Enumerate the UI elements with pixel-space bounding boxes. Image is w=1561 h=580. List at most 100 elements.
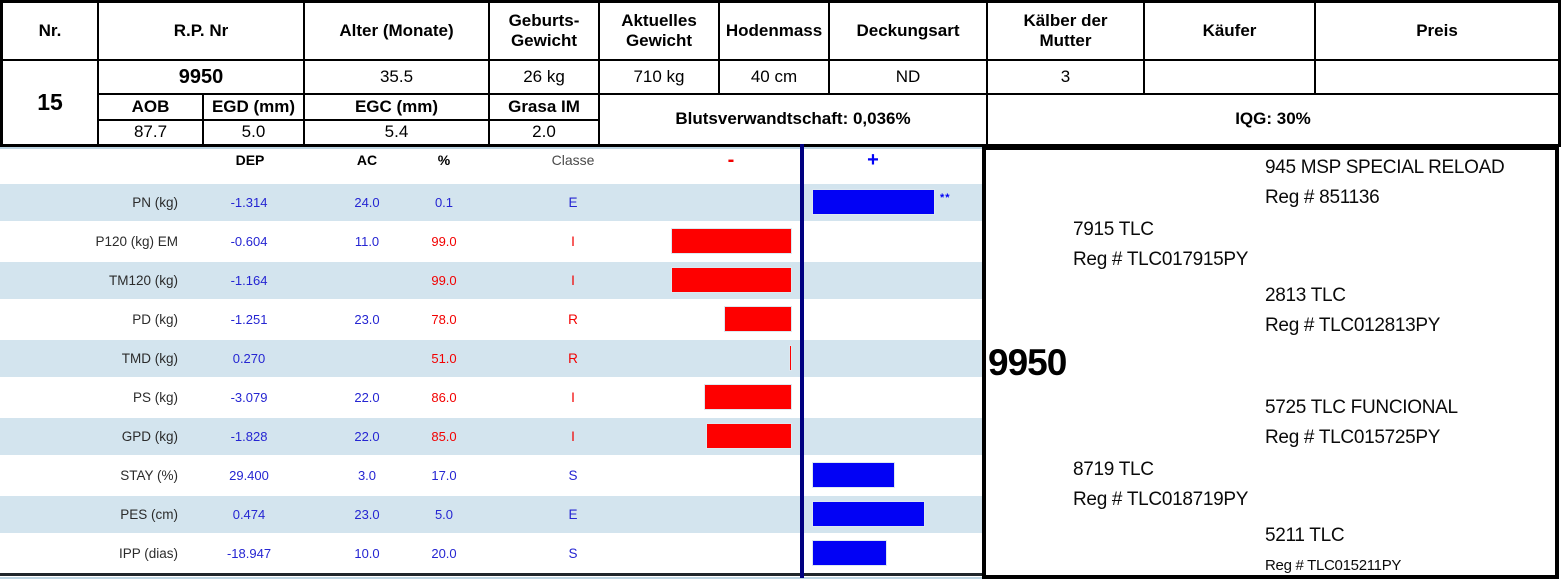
epd-row-label: PD (kg) <box>132 312 178 327</box>
pedigree-animal-name: 945 MSP SPECIAL RELOAD <box>1265 157 1505 178</box>
epd-ac-value: 23.0 <box>354 312 380 327</box>
value-kaeufer-empty <box>1145 61 1314 93</box>
epd-pct-value: 99.0 <box>431 273 457 288</box>
epd-dep-value: -3.079 <box>230 390 268 405</box>
epd-ac-value: 3.0 <box>357 468 377 483</box>
epd-row-label: PN (kg) <box>132 195 178 210</box>
epd-dep-value: -1.251 <box>230 312 268 327</box>
epd-header-row: DEP AC % Classe - + <box>0 149 982 184</box>
rp-number: 9950 <box>99 61 303 93</box>
value-hodenmass: 40 cm <box>720 61 828 93</box>
pedigree-registration: Reg # TLC015211PY <box>1265 557 1402 574</box>
epd-pct-value: 51.0 <box>431 351 457 366</box>
epd-classe-value: S <box>568 546 578 561</box>
epd-row: PES (cm) 0.474 23.0 5.0 E <box>0 496 982 533</box>
negative-deviation-bar <box>706 423 792 449</box>
epd-row-label: GPD (kg) <box>121 429 178 444</box>
value-geburtsgewicht: 26 kg <box>490 61 598 93</box>
epd-dep-value: -1.828 <box>230 429 268 444</box>
pedigree-entry: 5211 TLC Reg # TLC015211PY <box>1265 521 1401 580</box>
epd-dep-value: 29.400 <box>229 468 269 483</box>
negative-deviation-bar <box>789 345 792 371</box>
epd-row: PN (kg) -1.314 24.0 0.1 E ** <box>0 184 982 221</box>
epd-dep-value: 0.270 <box>232 351 266 366</box>
value-kaelber: 3 <box>988 61 1143 93</box>
epd-ac-value: 22.0 <box>354 429 380 444</box>
positive-deviation-bar <box>812 189 935 215</box>
positive-deviation-bar <box>812 462 895 488</box>
value-egc: 5.4 <box>305 121 488 144</box>
pedigree-registration: Reg # TLC018719PY <box>1073 489 1249 510</box>
positive-deviation-bar <box>812 540 887 566</box>
table-underline <box>0 147 982 149</box>
epd-ac-value: 24.0 <box>354 195 380 210</box>
epd-pct-value: 86.0 <box>431 390 457 405</box>
pedigree-animal-name: 2813 TLC <box>1265 285 1346 306</box>
epd-ac-value: 22.0 <box>354 390 380 405</box>
epd-row: GPD (kg) -1.828 22.0 85.0 I <box>0 418 982 455</box>
epd-row-label: IPP (dias) <box>118 546 178 561</box>
negative-deviation-bar <box>671 228 792 254</box>
value-grasa-im: 2.0 <box>490 121 598 144</box>
epd-bottom-border <box>0 573 982 576</box>
header-kaelber: Kälber der Mutter <box>988 3 1143 59</box>
lot-number: 15 <box>3 61 97 144</box>
epd-classe-value: E <box>568 195 578 210</box>
epd-dep-value: -18.947 <box>226 546 272 561</box>
epd-col-dep: DEP <box>235 152 265 168</box>
epd-col-ac: AC <box>356 152 378 168</box>
epd-row: IPP (dias) -18.947 10.0 20.0 S <box>0 535 982 572</box>
header-geburtsgewicht: Geburts- Gewicht <box>490 3 598 59</box>
info-table: Nr. R.P. Nr Alter (Monate) Geburts- Gewi… <box>0 0 1561 147</box>
epd-row: PD (kg) -1.251 23.0 78.0 R <box>0 301 982 338</box>
subheader-egd: EGD (mm) <box>204 95 303 119</box>
epd-ac-value: 23.0 <box>354 507 380 522</box>
header-kaeufer: Käufer <box>1145 3 1314 59</box>
epd-classe-value: I <box>571 429 575 444</box>
value-alter: 35.5 <box>305 61 488 93</box>
epd-classe-value: I <box>571 234 575 249</box>
epd-row-label: PES (cm) <box>120 507 178 522</box>
epd-pct-value: 78.0 <box>431 312 457 327</box>
value-aktuelles-gewicht: 710 kg <box>600 61 718 93</box>
epd-row-label: STAY (%) <box>120 468 178 483</box>
blutsverwandtschaft: Blutsverwandtschaft: 0,036% <box>600 95 986 144</box>
header-alter: Alter (Monate) <box>305 3 488 59</box>
epd-row-label: PS (kg) <box>132 390 178 405</box>
zero-axis-divider <box>800 144 804 578</box>
pedigree-entry: 8719 TLC Reg # TLC018719PY <box>1073 455 1248 515</box>
epd-row: TMD (kg) 0.270 51.0 R <box>0 340 982 377</box>
epd-row-label: TM120 (kg) <box>108 273 178 288</box>
epd-row: STAY (%) 29.400 3.0 17.0 S <box>0 457 982 494</box>
pedigree-registration: Reg # TLC017915PY <box>1073 249 1249 270</box>
epd-classe-value: R <box>568 312 578 327</box>
epd-pct-value: 0.1 <box>434 195 454 210</box>
negative-deviation-bar <box>671 267 792 293</box>
epd-dep-value: 0.474 <box>232 507 266 522</box>
epd-dep-value: -0.604 <box>230 234 268 249</box>
subheader-grasa-im: Grasa IM <box>490 95 598 119</box>
epd-classe-value: E <box>568 507 578 522</box>
epd-classe-value: S <box>568 468 578 483</box>
pedigree-entry: 5725 TLC FUNCIONAL Reg # TLC015725PY <box>1265 393 1458 453</box>
value-preis-empty <box>1316 61 1558 93</box>
positive-deviation-bar <box>812 501 925 527</box>
pedigree-animal-name: 7915 TLC <box>1073 219 1154 240</box>
epd-dep-value: -1.314 <box>230 195 268 210</box>
pedigree-entry: 945 MSP SPECIAL RELOAD Reg # 851136 <box>1265 153 1505 213</box>
epd-col-classe: Classe <box>551 152 595 168</box>
pedigree-registration: Reg # TLC012813PY <box>1265 315 1441 336</box>
header-nr: Nr. <box>3 3 97 59</box>
value-deckungsart: ND <box>830 61 986 93</box>
header-rp-nr: R.P. Nr <box>99 3 303 59</box>
pedigree-panel: 9950 945 MSP SPECIAL RELOAD Reg # 851136 7… <box>982 146 1559 579</box>
subheader-egc: EGC (mm) <box>305 95 488 119</box>
pedigree-registration: Reg # TLC015725PY <box>1265 427 1441 448</box>
value-aob: 87.7 <box>99 121 202 144</box>
epd-bottom-border-light <box>0 577 982 579</box>
bar-annotation: ** <box>940 192 951 204</box>
negative-deviation-bar <box>724 306 792 332</box>
epd-ac-value: 11.0 <box>354 234 380 249</box>
header-preis: Preis <box>1316 3 1558 59</box>
